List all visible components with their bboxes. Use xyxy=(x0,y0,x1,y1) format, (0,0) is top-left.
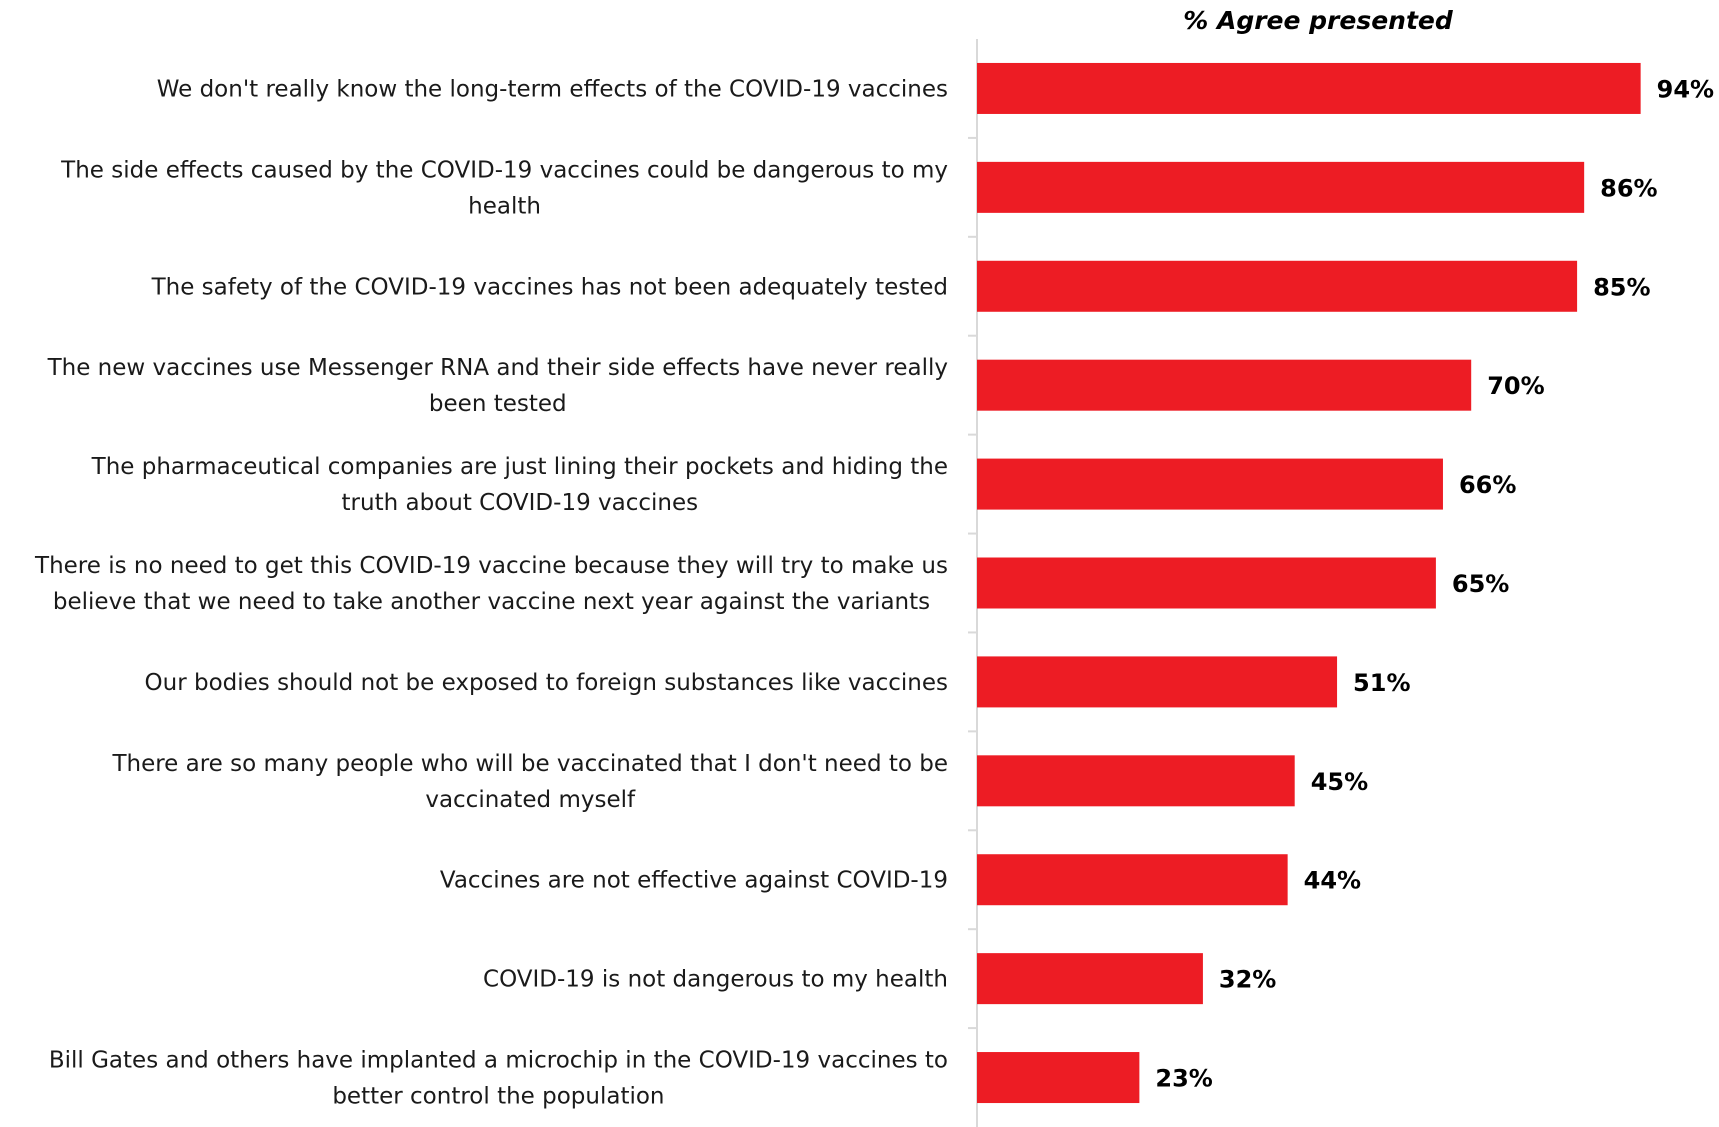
bar xyxy=(977,1052,1140,1104)
category-label: We don't really know the long-term effec… xyxy=(157,76,948,102)
category-label: The side effects caused by the COVID-19 … xyxy=(60,157,948,219)
category-axis xyxy=(968,39,978,1127)
category-label-line: Bill Gates and others have implanted a m… xyxy=(49,1048,948,1074)
category-label-line: health xyxy=(468,193,541,219)
category-label-line: Vaccines are not effective against COVID… xyxy=(440,868,948,894)
category-label: There are so many people who will be vac… xyxy=(111,751,948,813)
category-label-line: The pharmaceutical companies are just li… xyxy=(91,454,948,480)
category-label-line: been tested xyxy=(429,391,567,417)
category-label-line: The safety of the COVID-19 vaccines has … xyxy=(151,274,948,300)
category-label-line: believe that we need to take another vac… xyxy=(53,589,930,615)
category-label: There is no need to get this COVID-19 va… xyxy=(34,553,948,615)
category-label: The pharmaceutical companies are just li… xyxy=(91,454,948,516)
category-label-line: The new vaccines use Messenger RNA and t… xyxy=(47,355,948,381)
category-label: Bill Gates and others have implanted a m… xyxy=(49,1048,948,1110)
chart-title: % Agree presented xyxy=(1183,6,1454,35)
value-label: 94% xyxy=(1657,75,1714,103)
bars xyxy=(977,62,1641,1104)
category-label: The safety of the COVID-19 vaccines has … xyxy=(151,274,948,300)
bar xyxy=(977,359,1472,411)
bar xyxy=(977,656,1338,708)
bar xyxy=(977,557,1436,609)
bar xyxy=(977,755,1295,807)
value-label: 66% xyxy=(1459,471,1516,499)
value-label: 32% xyxy=(1219,966,1276,994)
bar xyxy=(977,161,1585,213)
bar xyxy=(977,854,1288,906)
category-label: Vaccines are not effective against COVID… xyxy=(440,868,948,894)
value-label: 51% xyxy=(1353,669,1410,697)
value-label: 65% xyxy=(1452,570,1509,598)
category-label-line: Our bodies should not be exposed to fore… xyxy=(145,670,948,696)
category-label: Our bodies should not be exposed to fore… xyxy=(145,670,948,696)
category-label-line: truth about COVID-19 vaccines xyxy=(342,490,699,516)
value-label: 86% xyxy=(1600,174,1657,202)
value-label: 85% xyxy=(1593,273,1650,301)
value-labels: 94% 86% 85% 70% 66% 65% 51% 45% 44% 32% 23% xyxy=(1155,75,1714,1092)
category-label: The new vaccines use Messenger RNA and t… xyxy=(47,355,948,417)
bar xyxy=(977,458,1443,510)
category-label: COVID-19 is not dangerous to my health xyxy=(483,967,948,993)
value-label: 23% xyxy=(1155,1065,1212,1093)
value-label: 45% xyxy=(1311,768,1368,796)
category-label-line: We don't really know the long-term effec… xyxy=(157,76,948,102)
category-label-line: COVID-19 is not dangerous to my health xyxy=(483,967,948,993)
category-labels: We don't really know the long-term effec… xyxy=(34,76,948,1109)
category-label-line: There is no need to get this COVID-19 va… xyxy=(34,553,948,579)
value-label: 44% xyxy=(1304,867,1361,895)
bar xyxy=(977,62,1641,114)
category-label-line: The side effects caused by the COVID-19 … xyxy=(60,157,948,183)
category-label-line: better control the population xyxy=(332,1084,664,1110)
category-label-line: There are so many people who will be vac… xyxy=(111,751,948,777)
value-label: 70% xyxy=(1487,372,1544,400)
bar xyxy=(977,953,1203,1005)
bar xyxy=(977,260,1578,312)
category-label-line: vaccinated myself xyxy=(425,787,636,813)
